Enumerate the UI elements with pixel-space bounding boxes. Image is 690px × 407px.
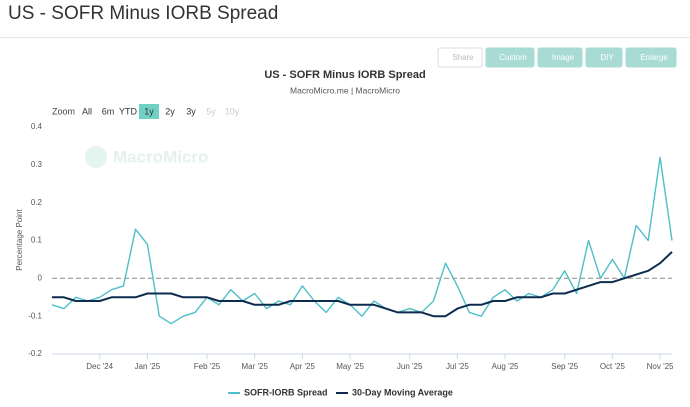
zoom-option[interactable]: 3y bbox=[186, 106, 196, 116]
toolbar-button[interactable] bbox=[485, 47, 535, 68]
page-title: US - SOFR Minus IORB Spread bbox=[8, 3, 279, 24]
x-tick-label: Aug '25 bbox=[492, 362, 519, 371]
x-tick-label: Jun '25 bbox=[397, 362, 423, 371]
zoom-option[interactable]: 5y bbox=[206, 106, 216, 116]
zoom-option[interactable]: 1y bbox=[144, 106, 154, 116]
zoom-option[interactable]: 6m bbox=[102, 106, 115, 116]
toolbar-button-label[interactable]: Share bbox=[452, 53, 474, 62]
toolbar-button[interactable] bbox=[537, 47, 583, 68]
y-tick-label: 0.1 bbox=[31, 236, 43, 245]
toolbar-button[interactable] bbox=[437, 47, 483, 68]
zoom-label: Zoom bbox=[52, 106, 75, 116]
x-tick-label: Dec '24 bbox=[86, 362, 113, 371]
x-tick-label: Sep '25 bbox=[551, 362, 578, 371]
legend-label: 30-Day Moving Average bbox=[352, 387, 453, 397]
y-axis-label: Percentage Point bbox=[15, 209, 24, 271]
legend-label: SOFR-IORB Spread bbox=[244, 387, 328, 397]
y-tick-label: -0.2 bbox=[28, 349, 42, 358]
x-tick-label: Jan '25 bbox=[135, 362, 161, 371]
chart-subtitle: MacroMicro.me | MacroMicro bbox=[290, 85, 400, 95]
series-line bbox=[51, 156, 673, 325]
toolbar-button-label[interactable]: Enlarge bbox=[640, 53, 668, 62]
toolbar-button-label[interactable]: DIY bbox=[600, 53, 614, 62]
x-tick-label: Oct '25 bbox=[600, 362, 626, 371]
y-tick-label: 0 bbox=[38, 273, 43, 282]
toolbar-button-label[interactable]: Custom bbox=[499, 53, 527, 62]
toolbar-button[interactable] bbox=[625, 47, 677, 68]
chart-title: US - SOFR Minus IORB Spread bbox=[264, 69, 425, 81]
zoom-option[interactable]: All bbox=[82, 106, 92, 116]
zoom-option[interactable]: 2y bbox=[165, 106, 175, 116]
x-tick-label: Jul '25 bbox=[446, 362, 469, 371]
x-tick-label: May '25 bbox=[336, 362, 364, 371]
zoom-selected bbox=[139, 104, 159, 119]
zoom-option[interactable]: 10y bbox=[225, 106, 240, 116]
y-tick-label: 0.3 bbox=[31, 160, 43, 169]
y-tick-label: 0.2 bbox=[31, 198, 43, 207]
y-tick-label: 0.4 bbox=[31, 122, 43, 131]
toolbar-button-label[interactable]: Image bbox=[552, 53, 575, 62]
watermark: MacroMicro bbox=[113, 147, 208, 166]
divider bbox=[0, 37, 690, 38]
x-tick-label: Apr '25 bbox=[290, 362, 316, 371]
watermark-logo bbox=[85, 146, 107, 168]
zoom-option[interactable]: YTD bbox=[119, 106, 138, 116]
x-tick-label: Nov '25 bbox=[647, 362, 674, 371]
series-line bbox=[52, 251, 673, 318]
x-tick-label: Mar '25 bbox=[241, 362, 268, 371]
x-tick-label: Feb '25 bbox=[194, 362, 221, 371]
y-tick-label: -0.1 bbox=[28, 311, 42, 320]
toolbar-button[interactable] bbox=[585, 47, 623, 68]
